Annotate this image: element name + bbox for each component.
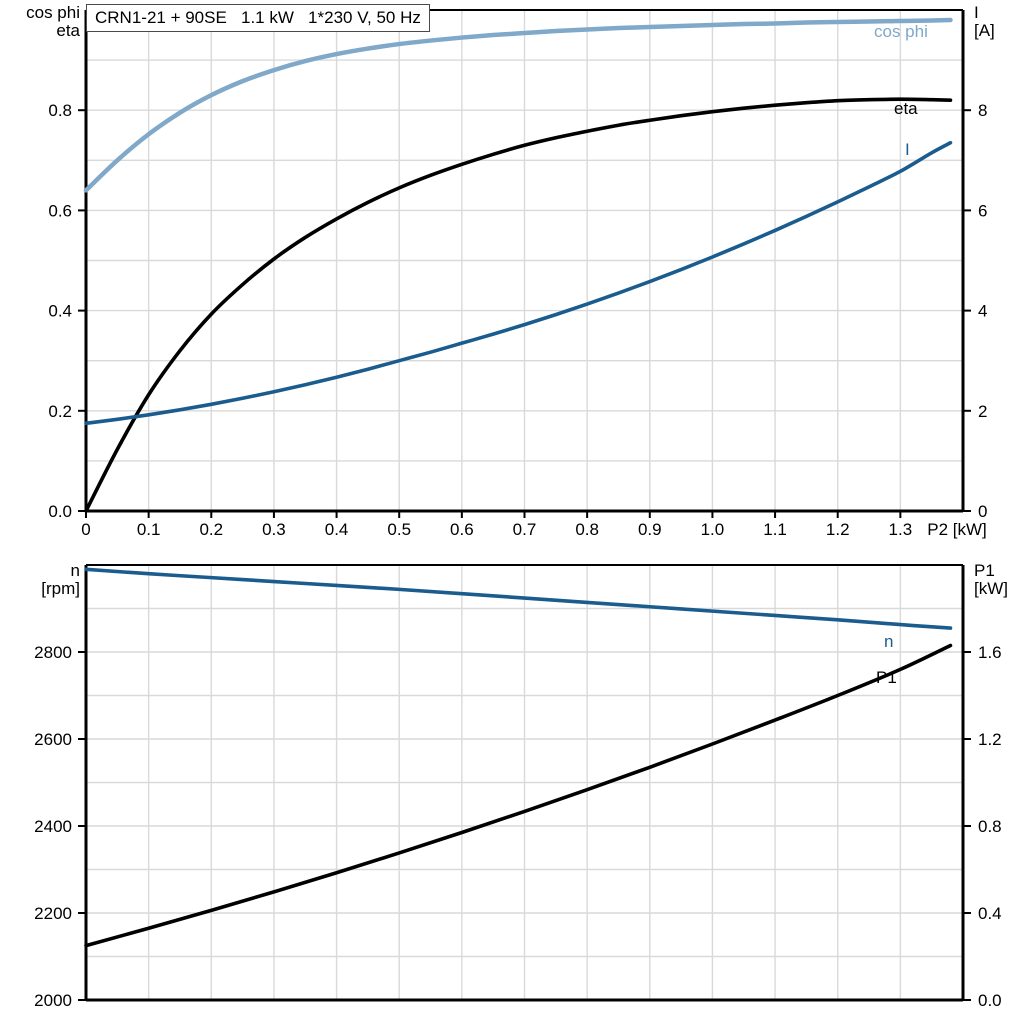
- svg-text:0.4: 0.4: [978, 904, 1002, 923]
- svg-text:1.6: 1.6: [978, 643, 1002, 662]
- svg-text:1.0: 1.0: [701, 520, 725, 539]
- top-left-axis-label-line2: eta: [56, 20, 80, 40]
- curve-label-eta: eta: [894, 99, 918, 118]
- svg-text:1.2: 1.2: [978, 730, 1002, 749]
- svg-text:0.9: 0.9: [638, 520, 662, 539]
- svg-text:1.3: 1.3: [889, 520, 913, 539]
- svg-text:2: 2: [978, 402, 987, 421]
- bottom-left-axis-label: n [rpm]: [0, 562, 80, 598]
- svg-text:0.8: 0.8: [48, 101, 72, 120]
- svg-text:0.2: 0.2: [199, 520, 223, 539]
- chart-title-text: CRN1-21 + 90SE 1.1 kW 1*230 V, 50 Hz: [95, 8, 421, 27]
- top-left-axis-label: cos phi eta: [0, 4, 80, 40]
- curve-label-cos-phi: cos phi: [874, 22, 928, 41]
- svg-text:0.6: 0.6: [48, 201, 72, 220]
- svg-text:6: 6: [978, 201, 987, 220]
- svg-text:1.1: 1.1: [763, 520, 787, 539]
- svg-text:1.2: 1.2: [826, 520, 850, 539]
- bottom-right-axis-label-line1: P1: [974, 561, 995, 580]
- svg-text:0.0: 0.0: [48, 502, 72, 521]
- bottom-left-axis-label-line1: n: [70, 561, 80, 580]
- curve-label-current: I: [905, 140, 910, 159]
- chart-title-box: CRN1-21 + 90SE 1.1 kW 1*230 V, 50 Hz: [86, 4, 430, 32]
- top-right-axis-label: I [A]: [974, 4, 1024, 40]
- bottom-right-axis-label-line2: [kW]: [974, 578, 1008, 598]
- top-right-axis-label-line2: [A]: [974, 20, 995, 40]
- svg-text:0.8: 0.8: [978, 817, 1002, 836]
- svg-text:4: 4: [978, 302, 987, 321]
- svg-text:0.1: 0.1: [137, 520, 161, 539]
- svg-text:2000: 2000: [34, 991, 72, 1010]
- svg-text:2600: 2600: [34, 730, 72, 749]
- svg-text:0.4: 0.4: [325, 520, 349, 539]
- bottom-left-axis-label-line2: [rpm]: [41, 578, 80, 598]
- svg-text:2400: 2400: [34, 817, 72, 836]
- svg-text:P2 [kW]: P2 [kW]: [927, 520, 987, 539]
- svg-text:2200: 2200: [34, 904, 72, 923]
- top-left-axis-label-line1: cos phi: [26, 3, 80, 22]
- svg-text:0.4: 0.4: [48, 302, 72, 321]
- svg-text:0: 0: [978, 502, 987, 521]
- svg-text:0.0: 0.0: [978, 991, 1002, 1010]
- curve-label-p1: P1: [876, 668, 897, 687]
- svg-text:0.7: 0.7: [513, 520, 537, 539]
- svg-text:0.3: 0.3: [262, 520, 286, 539]
- svg-text:0.2: 0.2: [48, 402, 72, 421]
- top-right-axis-label-line1: I: [974, 3, 979, 22]
- svg-text:0.6: 0.6: [450, 520, 474, 539]
- svg-text:0.5: 0.5: [387, 520, 411, 539]
- curve-label-speed: n: [884, 632, 894, 651]
- svg-text:0: 0: [81, 520, 90, 539]
- bottom-right-axis-label: P1 [kW]: [974, 562, 1024, 598]
- svg-text:2800: 2800: [34, 643, 72, 662]
- svg-text:8: 8: [978, 101, 987, 120]
- svg-text:0.8: 0.8: [575, 520, 599, 539]
